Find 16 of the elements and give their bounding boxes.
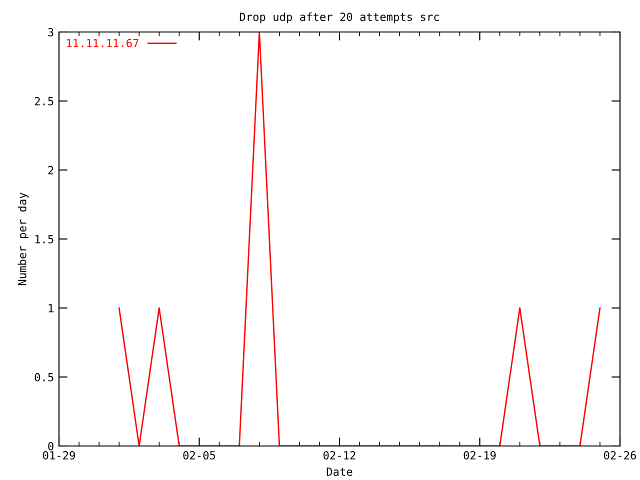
- chart-title: Drop udp after 20 attempts src: [240, 12, 439, 24]
- y-tick-label: 3: [48, 28, 54, 36]
- y-tick-label: 0.5: [34, 373, 54, 382]
- y-axis-title: Number per day: [18, 192, 29, 286]
- x-axis-title: Date: [326, 468, 352, 476]
- x-tick-label: 02-05: [183, 451, 216, 460]
- x-tick-label: 02-19: [464, 451, 496, 460]
- legend-label: 11.11.11.67: [67, 38, 138, 48]
- x-tick-label: 02-12: [324, 451, 356, 460]
- y-tick-label: 2: [48, 166, 54, 174]
- x-tick-label: 01-29: [43, 451, 75, 460]
- y-tick-label: 2.5: [34, 97, 54, 106]
- y-tick-label: 0: [48, 442, 54, 450]
- x-tick-label: 02-26: [604, 451, 636, 460]
- y-tick-label: 1.5: [35, 235, 54, 244]
- y-tick-label: 1: [48, 304, 54, 312]
